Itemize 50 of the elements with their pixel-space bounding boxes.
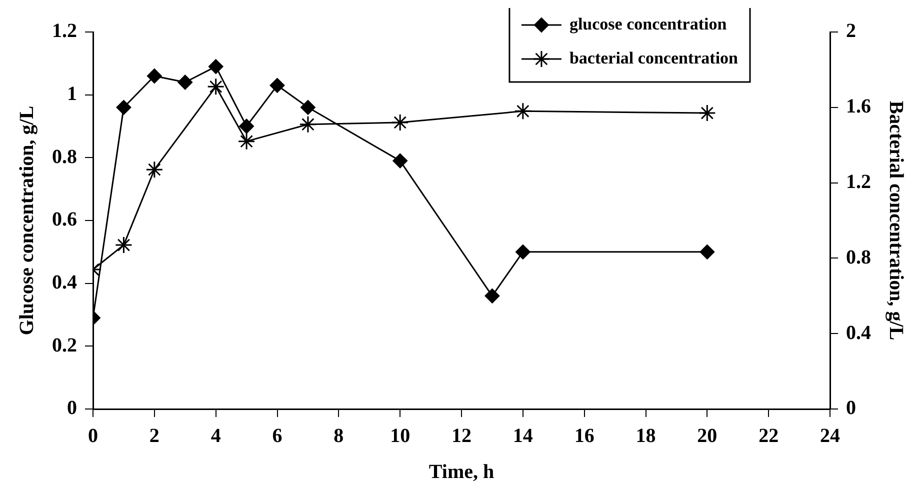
y2-tick-label: 1.6 <box>846 96 871 118</box>
y2-axis-title: Bacterial concentration, g/L <box>884 100 907 340</box>
x-tick-label: 12 <box>452 425 472 448</box>
y-tick-label: 0.2 <box>52 334 77 356</box>
x-tick-label: 14 <box>512 425 533 448</box>
point <box>116 100 132 115</box>
y2-tick-label: 1.2 <box>846 170 871 193</box>
point <box>178 74 193 90</box>
point <box>146 68 162 84</box>
y-axis-title: Glucose concentration, g/L <box>16 106 38 336</box>
x-tick-label: 18 <box>636 425 656 448</box>
point <box>484 288 500 304</box>
x-axis-title: Time, h <box>428 461 494 484</box>
x-tick-label: 0 <box>88 425 98 448</box>
point <box>207 78 225 96</box>
point <box>146 160 164 178</box>
point <box>270 78 285 93</box>
y-tick-label: 1.2 <box>52 20 77 42</box>
x-tick-label: 2 <box>149 425 160 448</box>
legend-label: bacterial concentration <box>569 48 739 68</box>
point <box>514 102 532 120</box>
y-tick-label: 0.8 <box>52 146 77 168</box>
x-tick-label: 16 <box>574 425 594 448</box>
point <box>391 114 409 132</box>
point <box>300 100 316 115</box>
x-tick-label: 24 <box>820 425 840 448</box>
y2-tick-label: 0.8 <box>846 246 871 268</box>
point <box>698 104 716 122</box>
x-tick-label: 10 <box>390 425 410 448</box>
y-tick-label: 0 <box>67 397 77 420</box>
point <box>238 132 256 150</box>
y2-tick-label: 0 <box>846 397 856 420</box>
y2-tick-label: 0.4 <box>846 322 871 344</box>
y-tick-label: 0.6 <box>52 208 77 231</box>
point <box>392 153 408 168</box>
y-tick-label: 0.4 <box>52 272 77 294</box>
legend-label: glucose concentration <box>569 14 728 34</box>
y-tick-label: 1 <box>67 83 77 106</box>
x-tick-label: 8 <box>334 425 344 448</box>
point <box>299 116 317 134</box>
y2-tick-label: 2 <box>846 20 856 42</box>
point <box>114 236 132 254</box>
point <box>700 244 715 260</box>
x-tick-label: 6 <box>272 425 282 448</box>
x-tick-label: 22 <box>758 425 779 448</box>
point <box>239 118 254 134</box>
x-tick-label: 20 <box>697 425 718 448</box>
point <box>208 59 224 74</box>
point <box>515 244 530 260</box>
x-tick-label: 4 <box>210 425 221 448</box>
